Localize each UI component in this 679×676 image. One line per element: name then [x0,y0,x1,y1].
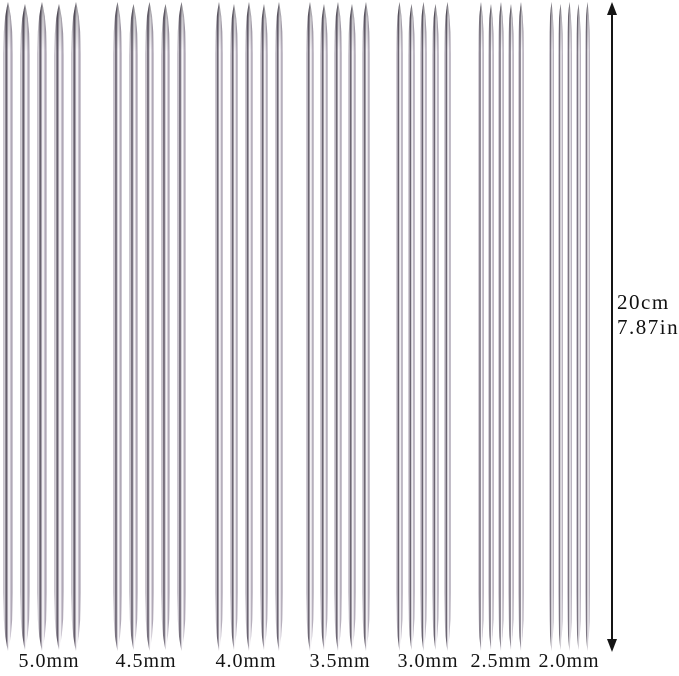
needle [20,4,30,650]
needle [215,2,223,651]
needle [498,2,504,651]
arrow-up-icon [607,2,617,15]
needle [558,4,563,650]
length-dimension-arrow [605,2,619,652]
needle [444,2,451,651]
needle [576,4,581,650]
needle [260,4,268,650]
needle [71,2,81,651]
needle [129,4,138,650]
length-text: 20cm 7.87in [617,290,679,340]
size-label-4-5mm: 4.5mm [115,650,177,672]
needle [567,2,572,651]
needle-group-4-0mm [215,2,283,651]
needle [245,2,253,651]
needle [113,2,122,651]
needle [518,2,524,651]
needle-group-3-0mm [396,2,451,651]
needle-group-4-5mm [113,2,186,651]
needle [488,4,494,650]
arrow-down-icon [607,639,617,652]
dimension-line [611,12,613,642]
length-cm-label: 20cm [617,290,670,314]
size-label-5-0mm: 5.0mm [18,650,80,672]
needle [54,4,64,650]
size-label-4-0mm: 4.0mm [215,650,277,672]
needle [320,4,328,650]
needle-group-3-5mm [306,2,370,651]
needle [3,2,13,651]
needle [37,2,47,651]
needle [161,4,170,650]
size-label-2-0mm: 2.0mm [538,650,600,672]
needle [508,4,514,650]
needle [275,2,283,651]
size-label-3-5mm: 3.5mm [309,650,371,672]
needle [177,2,186,651]
needle [306,2,314,651]
needle [549,2,554,651]
needle [334,2,342,651]
needle [432,4,439,650]
length-in-label: 7.87in [617,315,679,339]
needle [230,4,238,650]
needle [408,4,415,650]
needle-group-2-0mm [549,2,590,651]
needle [348,4,356,650]
needle [478,2,484,651]
needle-group-2-5mm [478,2,524,651]
size-label-3-0mm: 3.0mm [397,650,459,672]
needle-group-5-0mm [3,2,81,651]
needle [145,2,154,651]
needle [362,2,370,651]
needle [420,2,427,651]
needle [585,2,590,651]
needle [396,2,403,651]
size-label-2-5mm: 2.5mm [470,650,532,672]
